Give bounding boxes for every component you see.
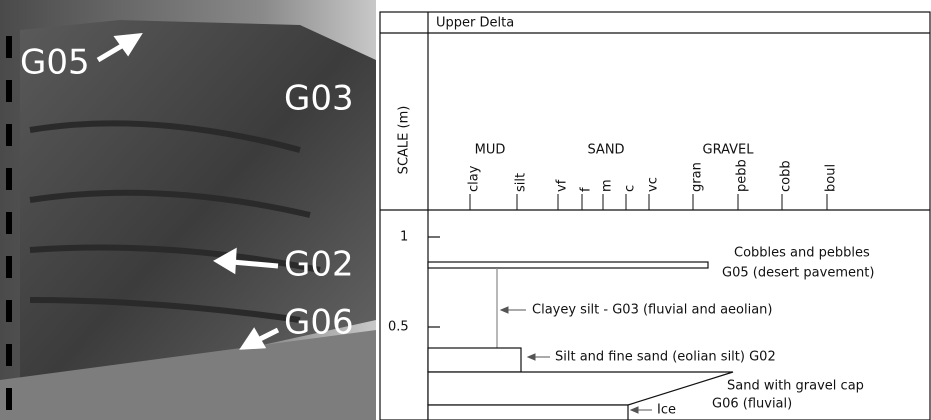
beds [428,262,733,420]
grain-label: f [579,187,594,192]
grain-label: vc [646,177,661,192]
bed-ice [428,405,628,420]
grain-label: c [623,185,638,192]
grain-group: MUD [475,143,506,158]
scale-ticks [428,237,440,327]
scale-tick-label: 1 [400,230,408,245]
grain-label: boul [824,164,839,192]
unit-label: Clayey silt - G03 (fluvial and aeolian) [532,303,773,318]
grain-label: gran [690,162,705,192]
page: G05 G03 G02 G06 Upper Delta SCALE (m) MU… [0,0,931,420]
unit-label: Ice [657,403,676,418]
unit-label: Silt and fine sand (eolian silt) G02 [555,350,776,365]
photo-scale-bar [6,36,12,410]
photo-label: G06 [284,303,354,343]
log-header: Upper Delta [436,16,514,31]
photo-label: G05 [20,43,90,83]
unit-label: G06 (fluvial) [712,397,792,412]
grain-label: m [600,179,615,192]
grain-label: silt [514,173,529,192]
grain-group: SAND [587,143,624,158]
bed-cobbles [428,262,708,268]
photo-label: G02 [284,245,354,285]
grain-label: clay [467,165,482,192]
figure: G05 G03 G02 G06 Upper Delta SCALE (m) MU… [0,0,931,420]
grain-label: vf [555,179,570,192]
scale-tick-label: 0.5 [388,320,409,335]
unit-label: Sand with gravel cap [727,379,864,394]
bed-sand [428,372,733,405]
scale-label: SCALE (m) [397,106,412,175]
unit-label: Cobbles and pebbles [734,246,870,261]
photo-label: G03 [284,79,354,119]
grain-group: GRAVEL [703,143,755,158]
bed-silt [428,348,521,372]
photo: G05 G03 G02 G06 [0,0,376,420]
unit-label: G05 (desert pavement) [722,266,874,281]
grain-label: pebb [735,159,750,192]
grain-sizes: clay silt vf f m c vc gran pebb cobb boul [467,159,839,210]
grain-label: cobb [779,160,794,192]
